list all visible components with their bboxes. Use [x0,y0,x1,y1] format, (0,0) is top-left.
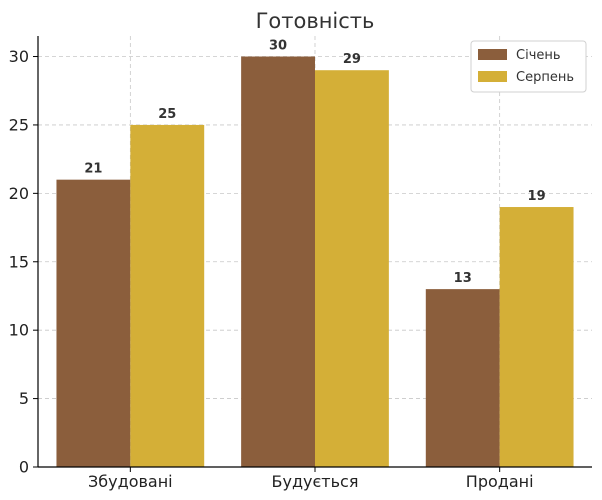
bars [56,56,574,468]
bar [241,56,315,468]
legend-label: Серпень [516,70,574,85]
y-tick-label: 15 [9,252,29,271]
bar [130,124,205,467]
bar [315,70,389,467]
data-labels: 21 30 13 25 29 19 [84,39,545,287]
data-label: 21 [84,162,102,177]
x-tick-label: Будується [272,472,359,491]
legend-swatch [478,71,507,82]
y-tick-label: 25 [9,115,29,134]
chart-title: Готовність [256,9,375,33]
y-tick-label: 30 [9,47,29,66]
x-tick-label: Збудовані [88,472,173,491]
data-label: 25 [158,107,176,122]
legend-swatch [478,49,507,60]
bar [499,207,574,468]
bar [56,179,131,467]
legend-label: Січень [516,48,561,63]
data-label: 19 [528,189,546,204]
y-tick-label: 0 [19,458,29,477]
legend: Січень Серпень [470,40,587,93]
data-label: 30 [269,39,287,54]
bar [425,289,500,467]
y-tick-label: 10 [9,321,29,340]
y-tick-label: 5 [19,389,29,408]
axes: 0 5 10 15 20 25 30 Збудовані Будується Продані [9,36,592,491]
y-tick-label: 20 [9,184,29,203]
x-tick-label: Продані [466,472,534,491]
data-label: 13 [454,271,472,286]
data-label: 29 [343,52,361,67]
